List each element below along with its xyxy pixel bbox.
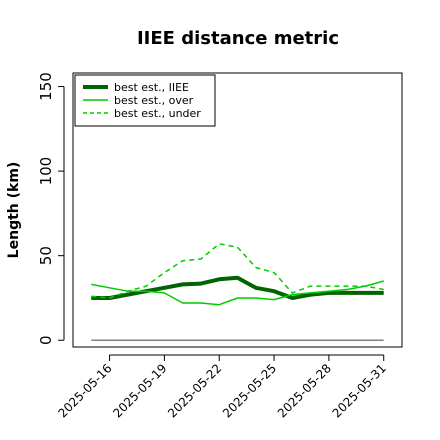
- y-axis-label: Length (km): [6, 162, 22, 259]
- x-axis: 2025-05-162025-05-192025-05-222025-05-25…: [55, 354, 389, 420]
- series-line-best-est-under: [91, 243, 384, 299]
- x-tick-label: 2025-05-16: [55, 361, 114, 420]
- x-tick-label: 2025-05-28: [275, 361, 334, 420]
- series-line-best-est-iiee: [91, 275, 384, 300]
- y-tick-label: 100: [37, 157, 55, 186]
- legend-label: best est., IIEE: [114, 81, 189, 94]
- chart-title: IIEE distance metric: [137, 28, 339, 49]
- y-axis: 0 50 100 150: [37, 72, 65, 345]
- plot-frame: [72, 72, 403, 348]
- x-tick-label: 2025-05-31: [330, 361, 389, 420]
- y-tick-label: 150: [37, 72, 55, 101]
- legend-label: best est., under: [114, 107, 201, 120]
- series-layer: [91, 243, 384, 341]
- y-tick-label: 0: [37, 335, 55, 345]
- y-tick-label: 50: [37, 246, 55, 265]
- series-line-best-est-over: [91, 280, 384, 306]
- x-tick-label: 2025-05-22: [165, 361, 224, 420]
- x-tick-label: 2025-05-19: [110, 361, 169, 420]
- legend-label: best est., over: [114, 94, 194, 107]
- x-tick-label: 2025-05-25: [220, 361, 279, 420]
